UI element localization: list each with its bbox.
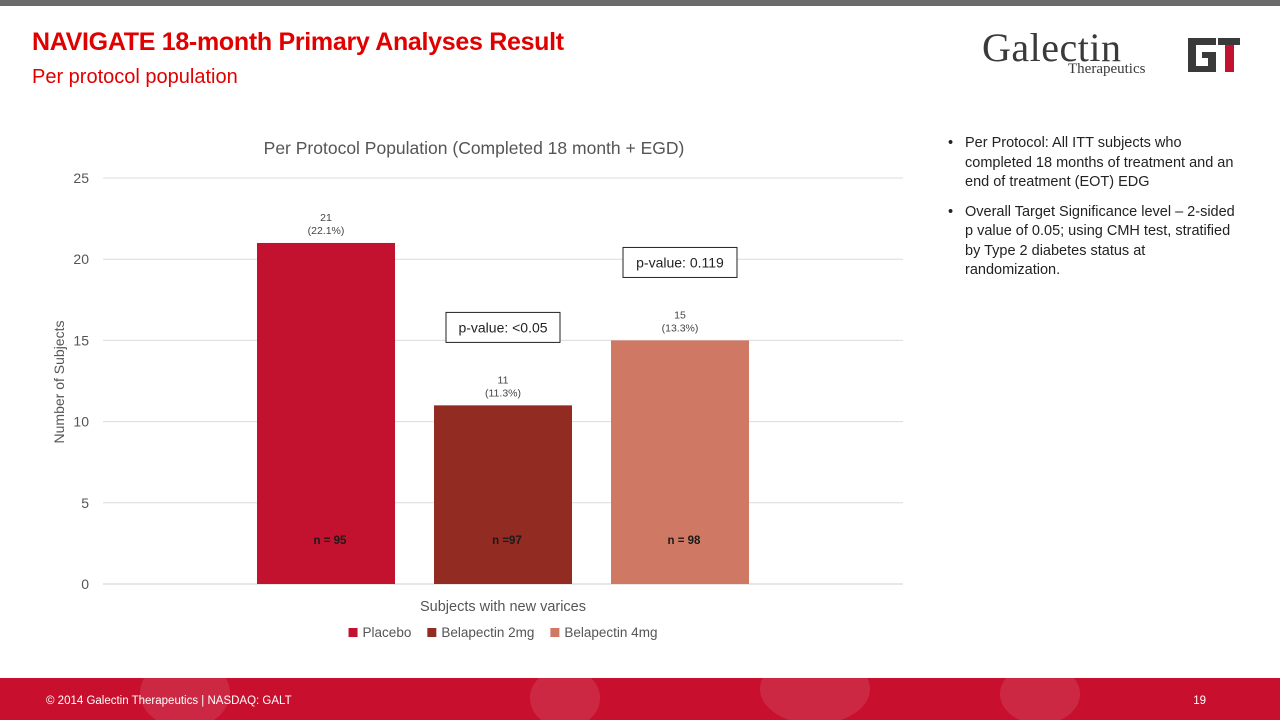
logo-tagline: Therapeutics bbox=[1068, 61, 1146, 77]
bar-placebo bbox=[257, 242, 395, 584]
y-tick-label: 20 bbox=[73, 251, 89, 267]
bar-belapectin-2mg bbox=[434, 405, 572, 584]
footer-decoration bbox=[760, 678, 870, 720]
slide-title: NAVIGATE 18-month Primary Analyses Resul… bbox=[32, 28, 564, 56]
logo-wordmark: Galectin bbox=[982, 25, 1122, 70]
p-value-label: p-value: <0.05 bbox=[458, 319, 547, 335]
bullet-text: Per Protocol: All ITT subjects who compl… bbox=[965, 135, 1234, 190]
footer-decoration bbox=[530, 678, 600, 720]
data-label-percent: (11.3%) bbox=[485, 387, 521, 399]
bullet-item: • Overall Target Significance level – 2-… bbox=[946, 203, 1236, 281]
p-value-box bbox=[445, 311, 561, 343]
y-tick-label: 25 bbox=[73, 170, 89, 186]
chart-legend: Placebo Belapectin 2mg Belapectin 4mg bbox=[348, 625, 657, 640]
data-label-percent: (22.1%) bbox=[308, 225, 345, 237]
bullet-text: Overall Target Significance level – 2-si… bbox=[965, 203, 1235, 279]
x-axis-title: Subjects with new varices bbox=[420, 599, 586, 615]
bullet-dot-icon: • bbox=[948, 203, 954, 220]
n-label: n =97 bbox=[492, 535, 522, 547]
legend-swatch bbox=[550, 628, 560, 637]
legend-label: Placebo bbox=[363, 625, 412, 640]
data-label-value: 21 bbox=[320, 212, 332, 224]
logo-gt-mark-icon bbox=[1182, 32, 1244, 78]
legend-swatch bbox=[348, 628, 358, 637]
bar-chart: Per Protocol Population (Completed 18 mo… bbox=[40, 128, 920, 658]
chart-title: Per Protocol Population (Completed 18 mo… bbox=[264, 138, 685, 158]
top-rule bbox=[0, 0, 1280, 6]
data-label-value: 11 bbox=[498, 374, 509, 386]
n-label: n = 98 bbox=[668, 535, 702, 547]
bullet-item: • Per Protocol: All ITT subjects who com… bbox=[946, 134, 1236, 193]
footer-bar: © 2014 Galectin Therapeutics | NASDAQ: G… bbox=[0, 678, 1280, 720]
page-number: 19 bbox=[1193, 695, 1206, 707]
y-tick-label: 10 bbox=[73, 414, 89, 430]
company-logo: Galectin Therapeutics bbox=[982, 25, 1244, 80]
bar-belapectin-4mg bbox=[611, 340, 749, 584]
bullet-dot-icon: • bbox=[948, 135, 954, 151]
bullet-list: • Per Protocol: All ITT subjects who com… bbox=[946, 134, 1236, 291]
y-tick-label: 5 bbox=[81, 495, 89, 511]
data-label-value: 15 bbox=[674, 309, 686, 321]
legend-label: Belapectin 4mg bbox=[564, 625, 657, 640]
y-axis-title: Number of Subjects bbox=[51, 321, 67, 444]
legend-swatch bbox=[427, 628, 437, 637]
data-label-percent: (13.3%) bbox=[662, 322, 699, 334]
n-label: n = 95 bbox=[314, 535, 348, 547]
slide-subtitle: Per protocol population bbox=[32, 66, 238, 88]
legend-label: Belapectin 2mg bbox=[441, 625, 534, 640]
chart-canvas: Per Protocol Population (Completed 18 mo… bbox=[51, 138, 903, 640]
footer-decoration bbox=[140, 678, 230, 720]
p-value-box bbox=[622, 246, 738, 278]
y-tick-label: 15 bbox=[73, 332, 89, 348]
footer-decoration bbox=[1000, 678, 1080, 720]
footer-copyright: © 2014 Galectin Therapeutics | NASDAQ: G… bbox=[46, 695, 292, 707]
y-tick-label: 0 bbox=[81, 576, 89, 592]
p-value-label: p-value: 0.119 bbox=[636, 254, 724, 270]
